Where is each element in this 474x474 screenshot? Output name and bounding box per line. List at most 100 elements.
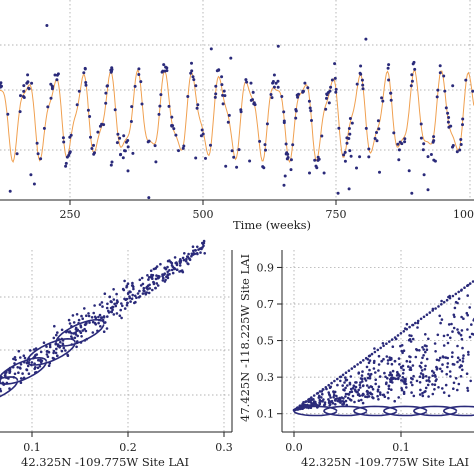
- scatter-right-point: [414, 355, 418, 359]
- scatter-right-point: [402, 349, 406, 353]
- scatter-left-point: [141, 292, 145, 295]
- scatter-left-point: [138, 289, 141, 293]
- timeseries-point: [90, 147, 94, 150]
- timeseries-point: [337, 126, 341, 130]
- timeseries-point: [190, 61, 193, 65]
- scatter-right-point: [389, 371, 392, 374]
- timeseries-point: [115, 141, 119, 145]
- timeseries-point: [334, 90, 338, 94]
- timeseries-point: [410, 73, 414, 77]
- scatter-left-point: [163, 280, 167, 283]
- scatter-right-point: [411, 364, 415, 367]
- timeseries-point: [306, 86, 310, 90]
- timeseries-point: [389, 98, 393, 102]
- scatter-left-point: [80, 335, 83, 338]
- scatter-right-point: [465, 372, 469, 376]
- scatter-right-point: [407, 365, 410, 368]
- timeseries-point: [217, 68, 221, 72]
- scatter-left-point: [183, 252, 186, 255]
- scatter-right-point: [367, 361, 371, 365]
- scatter-left-point: [121, 304, 124, 308]
- scatter-right-point: [441, 363, 444, 366]
- scatter-left-point: [146, 288, 149, 291]
- scatter-right-point: [329, 396, 332, 399]
- scatter-left-point: [170, 261, 174, 265]
- scatter-right-point: [459, 375, 463, 378]
- scatter-right-point: [421, 391, 424, 395]
- scatter-right-point: [434, 350, 437, 353]
- timeseries-point: [364, 37, 368, 41]
- timeseries-point: [314, 164, 318, 168]
- scatter-left-loop: [0, 356, 48, 385]
- timeseries-point: [459, 143, 463, 146]
- scatter-right-point: [336, 383, 339, 387]
- timeseries-point: [61, 136, 65, 140]
- timeseries-point: [303, 81, 307, 85]
- scatter-right-point: [459, 333, 463, 337]
- scatter-right-point: [434, 307, 437, 310]
- scatter-right-point: [401, 372, 405, 375]
- scatter-right-point: [332, 393, 336, 397]
- timeseries-point: [442, 74, 446, 78]
- timeseries-point: [461, 123, 464, 127]
- timeseries-point: [336, 191, 340, 195]
- scatter-right-point: [397, 357, 401, 360]
- scatter-left-point: [168, 259, 171, 262]
- scatter-right-point: [467, 350, 470, 354]
- scatter-right-point: [388, 373, 391, 377]
- scatter-left-point: [55, 347, 58, 351]
- scatter-left-point: [30, 361, 34, 364]
- scatter-right-y-axis-label: 47.425N -118.225W Site LAI: [238, 254, 252, 422]
- scatter-right-point: [424, 333, 427, 336]
- scatter-left-point: [131, 281, 134, 285]
- scatter-right-point: [367, 354, 371, 358]
- scatter-right-point: [431, 392, 435, 396]
- scatter-right-point: [386, 359, 390, 362]
- scatter-right-point: [452, 313, 456, 317]
- scatter-right-point: [457, 382, 461, 386]
- timeseries-point: [410, 191, 414, 195]
- scatter-left-point: [67, 318, 71, 322]
- timeseries-point: [282, 183, 286, 187]
- scatter-right-point: [462, 317, 465, 321]
- scatter-right-point: [421, 373, 425, 376]
- scatter-right-point: [407, 338, 411, 342]
- scatter-right-point: [457, 297, 461, 301]
- scatter-left-point: [102, 316, 106, 319]
- scatter-left-point: [17, 349, 21, 353]
- timeseries-point: [296, 95, 300, 99]
- scatter-right-point: [334, 403, 337, 406]
- timeseries-point: [461, 117, 465, 121]
- scatter-right-point: [400, 349, 404, 353]
- scatter-right-point: [440, 318, 444, 321]
- timeseries-point: [426, 155, 430, 159]
- scatter-left-point: [161, 279, 165, 282]
- timeseries-point: [308, 171, 311, 175]
- scatter-right-point: [347, 393, 351, 396]
- scatter-left-point: [97, 321, 100, 325]
- timeseries-point: [361, 87, 365, 91]
- scatter-right-point: [415, 348, 419, 352]
- scatter-right-point: [391, 369, 395, 373]
- scatter-right-point: [470, 323, 473, 326]
- scatter-right-point: [451, 351, 454, 354]
- scatter-right-point: [391, 381, 394, 384]
- scatter-right-point: [457, 290, 461, 294]
- scatter-right-point: [427, 337, 430, 341]
- scatter-left-point: [79, 325, 83, 329]
- timeseries-point: [458, 148, 462, 152]
- scatter-right-point: [427, 376, 431, 379]
- scatter-right-point: [350, 367, 354, 370]
- timeseries-point: [201, 132, 205, 136]
- scatter-right-point: [425, 379, 429, 383]
- timeseries-point: [348, 117, 352, 120]
- scatter-right-point: [425, 357, 429, 361]
- scatter-right-point: [466, 313, 470, 317]
- scatter-left-point: [119, 308, 122, 312]
- timeseries-point: [413, 67, 417, 71]
- scatter-left-point: [191, 245, 195, 248]
- scatter-right-point: [327, 401, 331, 405]
- timeseries-point: [77, 89, 81, 93]
- timeseries-point: [64, 164, 68, 168]
- timeseries-point: [42, 126, 46, 130]
